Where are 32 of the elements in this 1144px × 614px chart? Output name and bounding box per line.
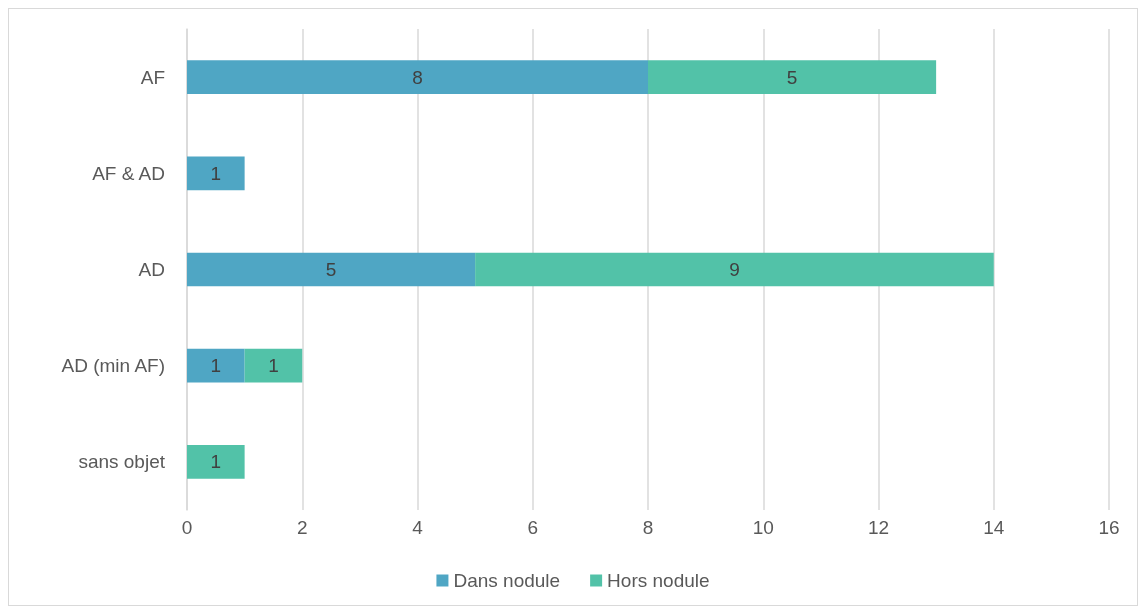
data-label: 1 — [210, 355, 222, 377]
x-tick-label: 2 — [296, 517, 308, 538]
data-label: 5 — [325, 259, 337, 280]
bar — [187, 348, 245, 383]
y-tick-label: sans objet — [78, 451, 166, 473]
x-tick-label: 0 — [181, 517, 193, 538]
x-tick-label: 14 — [983, 517, 1005, 538]
y-tick-label: AF & AD — [92, 162, 165, 184]
x-tick-label: 6 — [527, 517, 539, 538]
data-label: 5 — [786, 66, 798, 88]
data-label: 1 — [210, 451, 222, 473]
x-tick-label: 8 — [642, 517, 654, 538]
y-tick-label: AF — [140, 66, 165, 88]
data-label: 9 — [729, 259, 740, 280]
bar — [187, 60, 648, 94]
bar — [475, 252, 994, 287]
bar — [187, 445, 245, 479]
legend-label: Hors nodule — [607, 570, 710, 591]
data-label: 1 — [268, 355, 279, 377]
bar — [244, 348, 303, 383]
x-tick-label: 12 — [867, 517, 890, 538]
legend-label: Dans nodule — [453, 570, 561, 591]
data-label: 1 — [210, 162, 222, 184]
data-label: 8 — [412, 66, 423, 88]
y-tick-label: AD — [138, 259, 165, 280]
bar — [648, 60, 937, 94]
bar — [187, 156, 245, 191]
x-tick-label: 16 — [1098, 517, 1120, 538]
x-tick-label: 4 — [412, 517, 424, 538]
y-tick-label: AD (min AF) — [61, 355, 165, 377]
bar — [187, 252, 476, 287]
x-tick-label: 10 — [752, 517, 774, 538]
